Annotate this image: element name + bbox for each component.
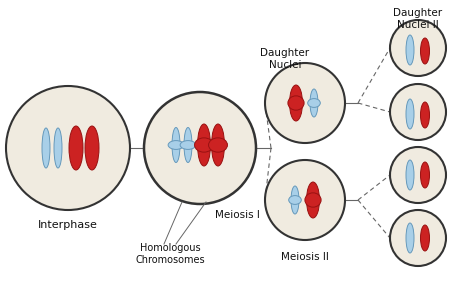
Circle shape bbox=[265, 160, 345, 240]
Ellipse shape bbox=[212, 124, 225, 166]
Ellipse shape bbox=[420, 38, 429, 64]
Ellipse shape bbox=[406, 35, 414, 65]
Ellipse shape bbox=[291, 186, 299, 214]
Ellipse shape bbox=[406, 160, 414, 190]
Ellipse shape bbox=[406, 99, 414, 129]
Circle shape bbox=[390, 147, 446, 203]
Ellipse shape bbox=[208, 138, 227, 152]
Ellipse shape bbox=[69, 126, 83, 170]
Text: Daughter
Nuclei II: Daughter Nuclei II bbox=[393, 8, 442, 30]
Circle shape bbox=[144, 92, 256, 204]
Circle shape bbox=[265, 63, 345, 143]
Ellipse shape bbox=[54, 128, 62, 168]
Text: Interphase: Interphase bbox=[38, 220, 98, 230]
Circle shape bbox=[390, 84, 446, 140]
Circle shape bbox=[390, 210, 446, 266]
Circle shape bbox=[390, 20, 446, 76]
Ellipse shape bbox=[184, 128, 192, 162]
Text: Meiosis II: Meiosis II bbox=[281, 252, 329, 262]
Circle shape bbox=[6, 86, 130, 210]
Text: Daughter
Nuclei: Daughter Nuclei bbox=[261, 48, 310, 70]
Ellipse shape bbox=[305, 193, 321, 207]
Ellipse shape bbox=[420, 102, 429, 128]
Ellipse shape bbox=[289, 196, 302, 204]
Text: Meiosis I: Meiosis I bbox=[215, 210, 260, 220]
Ellipse shape bbox=[306, 182, 320, 218]
Ellipse shape bbox=[198, 124, 211, 166]
Ellipse shape bbox=[42, 128, 50, 168]
Ellipse shape bbox=[180, 141, 196, 149]
Ellipse shape bbox=[420, 225, 429, 251]
Ellipse shape bbox=[420, 162, 429, 188]
Ellipse shape bbox=[288, 96, 304, 110]
Ellipse shape bbox=[289, 85, 302, 121]
Ellipse shape bbox=[172, 128, 180, 162]
Ellipse shape bbox=[310, 89, 318, 117]
Ellipse shape bbox=[406, 223, 414, 253]
Ellipse shape bbox=[194, 138, 213, 152]
Ellipse shape bbox=[168, 141, 184, 149]
Text: Homologous
Chromosomes: Homologous Chromosomes bbox=[135, 243, 205, 265]
Ellipse shape bbox=[308, 98, 320, 108]
Ellipse shape bbox=[85, 126, 99, 170]
